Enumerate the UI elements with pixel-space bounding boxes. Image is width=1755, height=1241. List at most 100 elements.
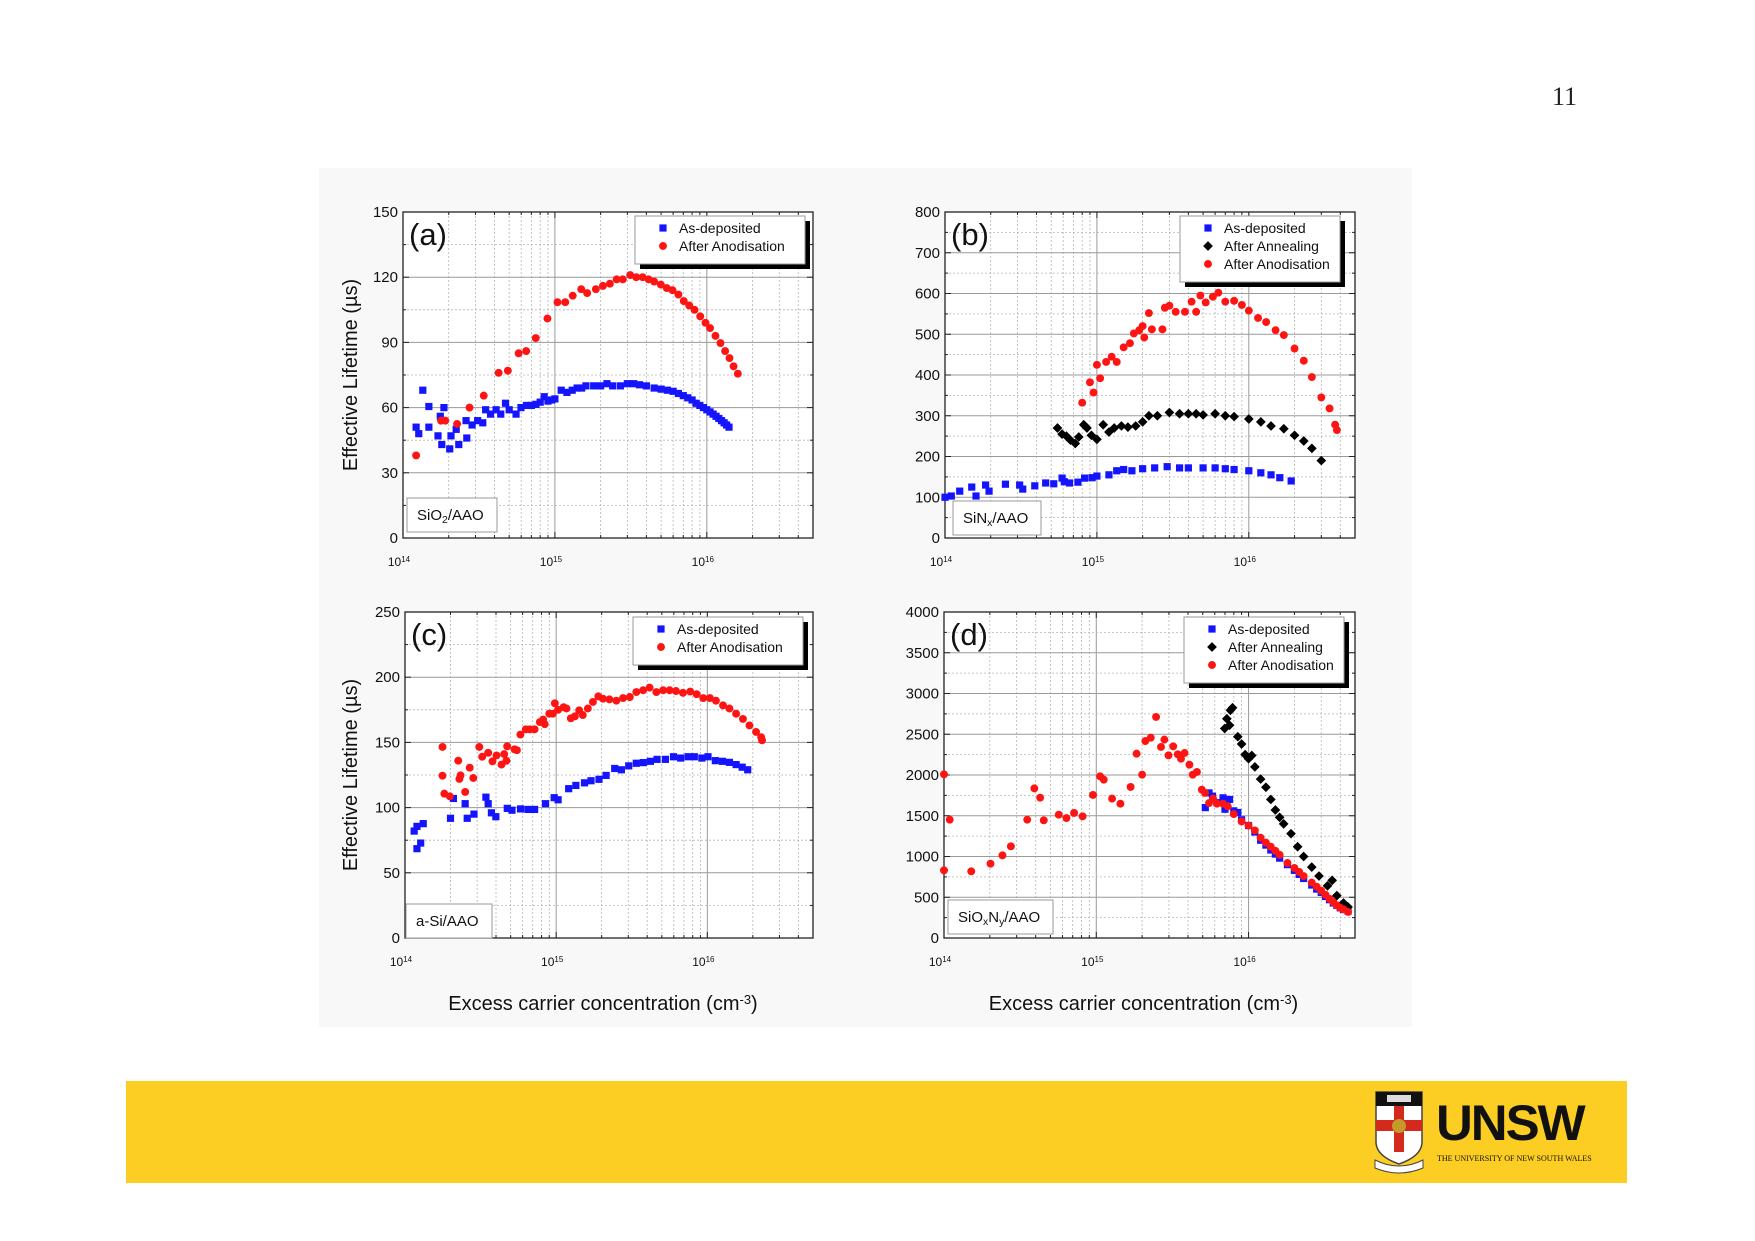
data-point-circle <box>503 366 512 375</box>
data-point-square <box>410 827 418 835</box>
data-point-diamond <box>1109 423 1120 433</box>
data-point-diamond <box>1183 408 1194 419</box>
data-point-square <box>557 386 565 394</box>
y-tick-label: 50 <box>383 865 400 882</box>
data-point-circle <box>1201 788 1210 797</box>
sample-label-part: SiO <box>417 507 442 524</box>
data-point-circle <box>512 746 521 755</box>
data-point-circle <box>967 867 976 876</box>
data-point-circle <box>699 694 708 703</box>
data-point-diamond <box>1298 851 1309 862</box>
x-tick-label: 1015 <box>540 555 563 569</box>
data-point-circle <box>469 774 478 782</box>
data-point-square <box>684 753 692 761</box>
y-tick-label: 600 <box>915 286 940 303</box>
x-axis-title-part: Excess carrier concentration (cm <box>448 993 739 1015</box>
plot-frame <box>944 211 1356 539</box>
data-point-square <box>981 481 990 489</box>
data-point-circle <box>1196 291 1205 300</box>
legend-label: As-deposited <box>679 220 761 236</box>
y-tick-label: 150 <box>373 204 398 221</box>
data-point-circle <box>1237 300 1246 309</box>
data-point-circle <box>711 696 720 705</box>
data-point-diamond <box>1289 430 1300 441</box>
data-point-square <box>718 757 727 765</box>
y-tick-label: 1000 <box>906 849 939 866</box>
data-point-circle <box>1157 743 1165 751</box>
data-point-square <box>492 406 500 414</box>
x-tick-label: 1014 <box>390 955 413 969</box>
data-point-circle <box>645 683 654 692</box>
sample-label: SiOxNy/AAO <box>958 909 1040 928</box>
data-point-circle <box>639 686 648 695</box>
legend: As-deposited After Anodisation <box>634 215 810 269</box>
data-point-circle <box>1185 760 1194 769</box>
x-tick-label-exponent: 14 <box>403 955 412 964</box>
data-point-square <box>616 382 625 390</box>
data-point-circle <box>940 770 948 779</box>
legend-marker-circle <box>1204 260 1212 268</box>
data-point-circle <box>1181 307 1189 316</box>
data-point-diamond <box>1314 871 1324 881</box>
data-point-circle <box>1230 296 1239 305</box>
data-point-square <box>597 382 605 390</box>
x-tick-label-exponent: 16 <box>706 955 715 964</box>
legend-label: After Anodisation <box>677 639 783 655</box>
legend: As-deposited After Anodisation <box>632 616 808 670</box>
x-tick-label-base: 10 <box>692 955 706 969</box>
data-point-diamond <box>1255 417 1266 427</box>
data-point-circle <box>725 354 734 363</box>
data-point-circle <box>665 686 674 695</box>
data-point-circle <box>659 686 668 695</box>
data-point-circle <box>484 748 493 757</box>
data-point-square <box>565 785 573 793</box>
data-point-circle <box>1030 784 1039 793</box>
data-point-circle <box>514 349 523 358</box>
data-point-diamond <box>1174 408 1185 419</box>
data-point-circle <box>1107 352 1116 361</box>
data-point-circle <box>721 347 730 356</box>
data-point-diamond <box>1306 443 1317 454</box>
y-tick-label: 2500 <box>906 726 939 743</box>
data-point-circle <box>577 285 586 294</box>
data-point-circle <box>1132 749 1141 758</box>
data-point-square <box>1163 463 1171 471</box>
data-point-diamond <box>1331 890 1342 901</box>
data-point-square <box>1230 465 1238 474</box>
data-point-diamond <box>1278 423 1289 434</box>
data-point-circle <box>696 312 705 321</box>
data-point-diamond <box>1123 422 1133 433</box>
data-point-square <box>642 382 650 390</box>
data-point-square <box>650 384 658 392</box>
data-point-circle <box>1096 374 1105 383</box>
data-point-square <box>1016 481 1024 489</box>
legend-box <box>634 215 806 265</box>
y-tick-label: 500 <box>915 326 940 343</box>
data-point-square <box>639 759 647 767</box>
data-point-diamond <box>1086 430 1097 441</box>
sample-label: SiNx/AAO <box>963 510 1028 529</box>
data-point-circle <box>465 763 474 772</box>
data-point-circle <box>562 704 571 713</box>
data-point-circle <box>1223 802 1232 811</box>
data-point-diamond <box>1240 749 1251 760</box>
data-point-circle <box>945 815 954 824</box>
data-point-circle <box>1212 799 1221 808</box>
x-tick-label: 1014 <box>930 555 953 569</box>
data-point-circle <box>612 275 621 284</box>
data-point-circle <box>445 792 454 801</box>
sample-label-part: a-Si/AAO <box>416 913 479 930</box>
data-point-square <box>508 806 516 814</box>
legend: As-deposited After Annealing After Anodisa… <box>1183 616 1349 688</box>
data-point-circle <box>1108 794 1117 803</box>
data-point-diamond <box>1274 812 1285 823</box>
data-point-square <box>492 813 500 821</box>
data-point-square <box>532 400 540 408</box>
data-point-square <box>690 753 698 761</box>
data-point-square <box>677 754 685 762</box>
data-point-diamond <box>1266 421 1276 431</box>
x-tick-label: 1016 <box>1233 955 1256 969</box>
data-point-square <box>590 382 598 390</box>
sample-label-part: /AAO <box>992 510 1028 527</box>
